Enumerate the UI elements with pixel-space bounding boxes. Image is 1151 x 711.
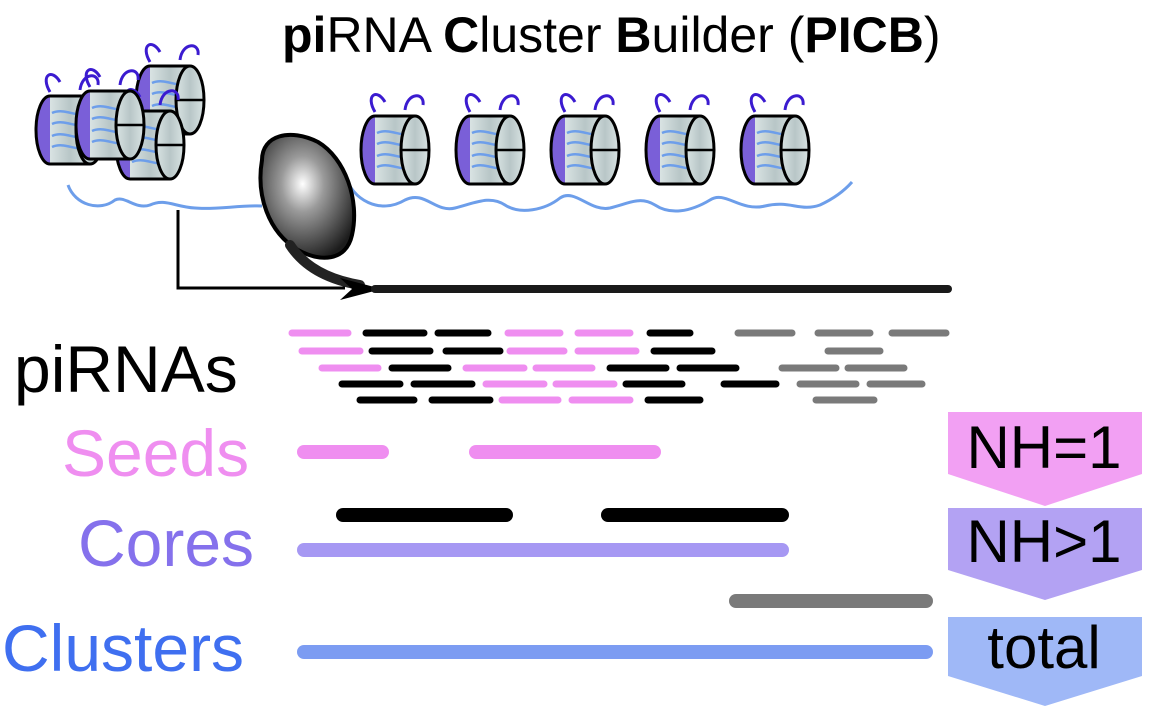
badges [948,412,1142,706]
title-part-4: luster [479,7,616,63]
badge-label-nh1: NH=1 [966,414,1122,481]
histone-tail [559,93,615,113]
title-part-2: RNA [326,7,444,63]
row-label-pirnas: piRNAs [14,332,238,406]
row-label-cores: Cores [78,506,255,580]
title-part-7: PICB [804,7,924,63]
histone-tail [144,43,200,63]
nucleosome-icon [454,93,526,186]
badge-total [948,617,1142,706]
histone-tail [84,68,140,88]
title-part-1: pi [282,7,327,63]
nucleosome-group [34,43,811,186]
badge-nhgt1 [948,508,1142,600]
dna-strand-right [343,174,854,213]
nucleosome-icon [739,93,811,186]
dna-strand [66,184,263,210]
row-label-clusters: Clusters [2,611,245,685]
nucleosome-icon [644,93,716,186]
badge-nh1 [948,412,1142,506]
title-part-3: C [443,7,480,63]
title-part-8: ) [923,7,941,63]
badge-label-nhgt1: NH>1 [966,508,1122,575]
nucleosome-icon [359,93,431,186]
histone-tail [654,93,710,113]
row-label-seeds: Seeds [62,416,250,490]
title-part-6: uilder ( [651,7,805,63]
histone-tail [464,93,520,113]
histone-tail [44,73,100,93]
nucleosome-icon [549,93,621,186]
histone-tail [749,93,805,113]
badge-label-total: total [987,614,1101,681]
diagram-title: piRNA Cluster Builder (PICB) [282,6,941,64]
nucleosome-icon [74,68,146,161]
result-tracks [297,445,933,659]
histone-tail [369,93,425,113]
arrow-head-icon [340,278,382,300]
pirna-reads [288,329,950,404]
title-part-5: B [615,7,652,63]
polymerase-blob [258,132,357,260]
tss-arrow [176,210,345,290]
